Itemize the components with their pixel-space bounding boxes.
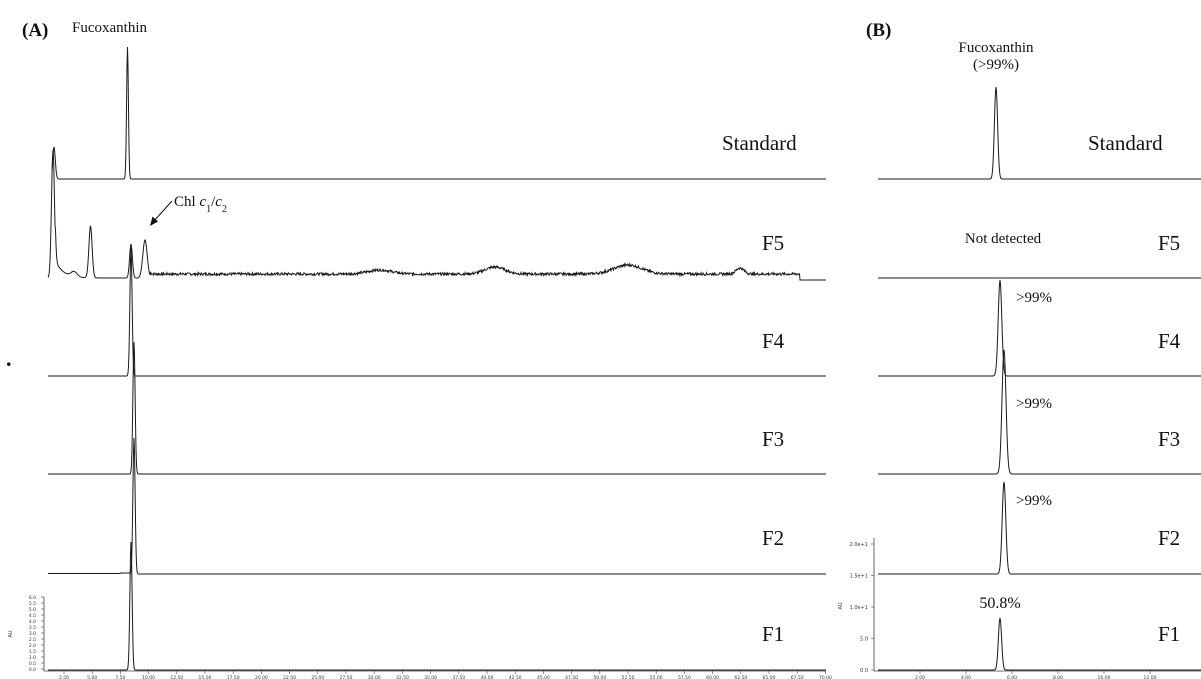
panel-a-y-tick-label: 0.0 (29, 667, 36, 673)
panel-a-label-standard: Standard (722, 131, 797, 155)
panel-b-x-tick-label: 2.00 (915, 675, 925, 679)
panel-b-annotation: >99% (1016, 493, 1052, 509)
panel-a-chl-arrow-line (152, 200, 173, 223)
panel-b-label-f1: F1 (1158, 622, 1180, 646)
panel-a-label-f2: F2 (762, 526, 784, 550)
panel-b-y-tick-label: 1.5e+1 (850, 574, 868, 580)
panel-a-x-tick-label: 2.50 (59, 675, 69, 679)
panel-b-annotation: >99% (1016, 396, 1052, 412)
panel-b-label: (B) (866, 20, 891, 41)
panel-a-x-tick-label: 37.50 (452, 675, 465, 679)
trace-a-f4 (48, 247, 826, 377)
panel-b-x-tick-label: 6.00 (1007, 675, 1017, 679)
panel-b-annotation: (>99%) (973, 57, 1019, 73)
panel-a-x-tick-label: 52.50 (622, 675, 635, 679)
panel-b-annotation: Fucoxanthin (959, 40, 1034, 56)
panel-a-x-tick-label: 60.00 (706, 675, 719, 679)
panel-a-x-tick-label: 45.00 (537, 675, 550, 679)
panel-a-y-unit: AU (8, 630, 14, 637)
trace-a-f5 (47, 149, 826, 281)
panel-a-x-tick-label: 50.00 (593, 675, 606, 679)
panel-a-x-tick-label: 47.50 (565, 675, 578, 679)
panel-a-y-tick-label: 4.0 (29, 619, 36, 625)
panel-a-x-tick-label: 15.00 (199, 675, 212, 679)
panel-a-label-f5: F5 (762, 231, 784, 255)
panel-a-x-tick-label: 27.50 (340, 675, 353, 679)
trace-a-f1 (48, 541, 826, 671)
panel-a-x-tick-label: 65.00 (763, 675, 776, 679)
panel-a-x-tick-label: 55.00 (650, 675, 663, 679)
panel-a-y-tick-label: 1.0 (29, 655, 36, 661)
panel-a-x-tick-label: 42.50 (509, 675, 522, 679)
trace-b-f1 (878, 617, 1201, 671)
panel-b-x-tick-label: 12.00 (1144, 675, 1157, 679)
panel-b-y-tick-label: 1.0e+1 (850, 605, 868, 611)
panel-a-x-tick-label: 20.00 (255, 675, 268, 679)
panel-a-y-tick-label: 2.5 (29, 637, 36, 643)
panel-a-y-tick-label: 1.5 (29, 649, 36, 655)
panel-a-label: (A) (22, 20, 48, 41)
trace-a-f4-f2 (48, 437, 826, 575)
panel-b-label-f3: F3 (1158, 427, 1180, 451)
trace-b-standard (878, 86, 1201, 180)
panel-a-y-tick-label: 3.5 (29, 625, 36, 631)
panel-a-label-f1: F1 (762, 622, 784, 646)
trace-a-f3 (48, 341, 826, 475)
trace-b-f2 (878, 481, 1201, 575)
panel-a-x-tick-label: 57.50 (678, 675, 691, 679)
panel-b-y-tick-label: 2.0e+1 (850, 542, 868, 548)
panel-a-x-tick-label: 10.00 (142, 675, 155, 679)
trace-b-f4 (878, 279, 1201, 377)
panel-a-x-tick-label: 67.50 (791, 675, 804, 679)
panel-a-x-tick-label: 35.00 (424, 675, 437, 679)
panel-a-x-tick-label: 25.00 (311, 675, 324, 679)
panel-a-chl-label: Chl c1/c2 (174, 194, 227, 215)
panel-a-y-tick-label: 0.5 (29, 661, 36, 667)
panel-a-x-tick-label: 40.00 (481, 675, 494, 679)
panel-b-annotation: >99% (1016, 290, 1052, 306)
panel-b-annotation: 50.8% (979, 595, 1020, 612)
panel-a-fucoxanthin-label: Fucoxanthin (72, 20, 147, 36)
stray-mark: . (6, 346, 12, 371)
trace-a-standard (51, 46, 826, 180)
panel-b-y-tick-label: 5.0 (860, 637, 868, 643)
panel-a-x-tick-label: 30.00 (368, 675, 381, 679)
panel-a-x-tick-label: 7.50 (115, 675, 125, 679)
panel-a-label-f4: F4 (762, 329, 785, 353)
panel-b-x-tick-label: 4.00 (961, 675, 971, 679)
panel-a-y-tick-label: 4.5 (29, 613, 36, 619)
panel-a-x-tick-label: 70.00 (819, 675, 832, 679)
panel-a-x-tick-label: 22.50 (283, 675, 296, 679)
panel-a-label-f3: F3 (762, 427, 784, 451)
panel-a-y-tick-label: 2.0 (29, 643, 36, 649)
panel-a-x-tick-label: 12.50 (170, 675, 183, 679)
panel-a-y-tick-label: 6.0 (29, 595, 36, 601)
panel-b-y-tick-label: 0.0 (860, 668, 868, 674)
panel-b-x-tick-label: 10.00 (1098, 675, 1111, 679)
panel-b-annotation: Not detected (965, 231, 1042, 247)
trace-b-f3 (878, 349, 1201, 475)
panel-a-x-tick-label: 62.50 (734, 675, 747, 679)
panel-b-label-standard: Standard (1088, 131, 1163, 155)
panel-b-label-f4: F4 (1158, 329, 1181, 353)
panel-b-x-tick-label: 8.00 (1053, 675, 1063, 679)
panel-a-x-tick-label: 5.00 (87, 675, 97, 679)
panel-b-y-unit: AU (838, 602, 844, 609)
panel-a-x-tick-label: 17.50 (227, 675, 240, 679)
panel-b-label-f5: F5 (1158, 231, 1180, 255)
panel-a-y-tick-label: 5.0 (29, 607, 36, 613)
panel-a-y-tick-label: 3.0 (29, 631, 36, 637)
panel-a-x-tick-label: 32.50 (396, 675, 409, 679)
panel-a-chl-arrow-head (150, 216, 158, 226)
panel-a-y-tick-label: 5.5 (29, 601, 36, 607)
panel-b-label-f2: F2 (1158, 526, 1180, 550)
